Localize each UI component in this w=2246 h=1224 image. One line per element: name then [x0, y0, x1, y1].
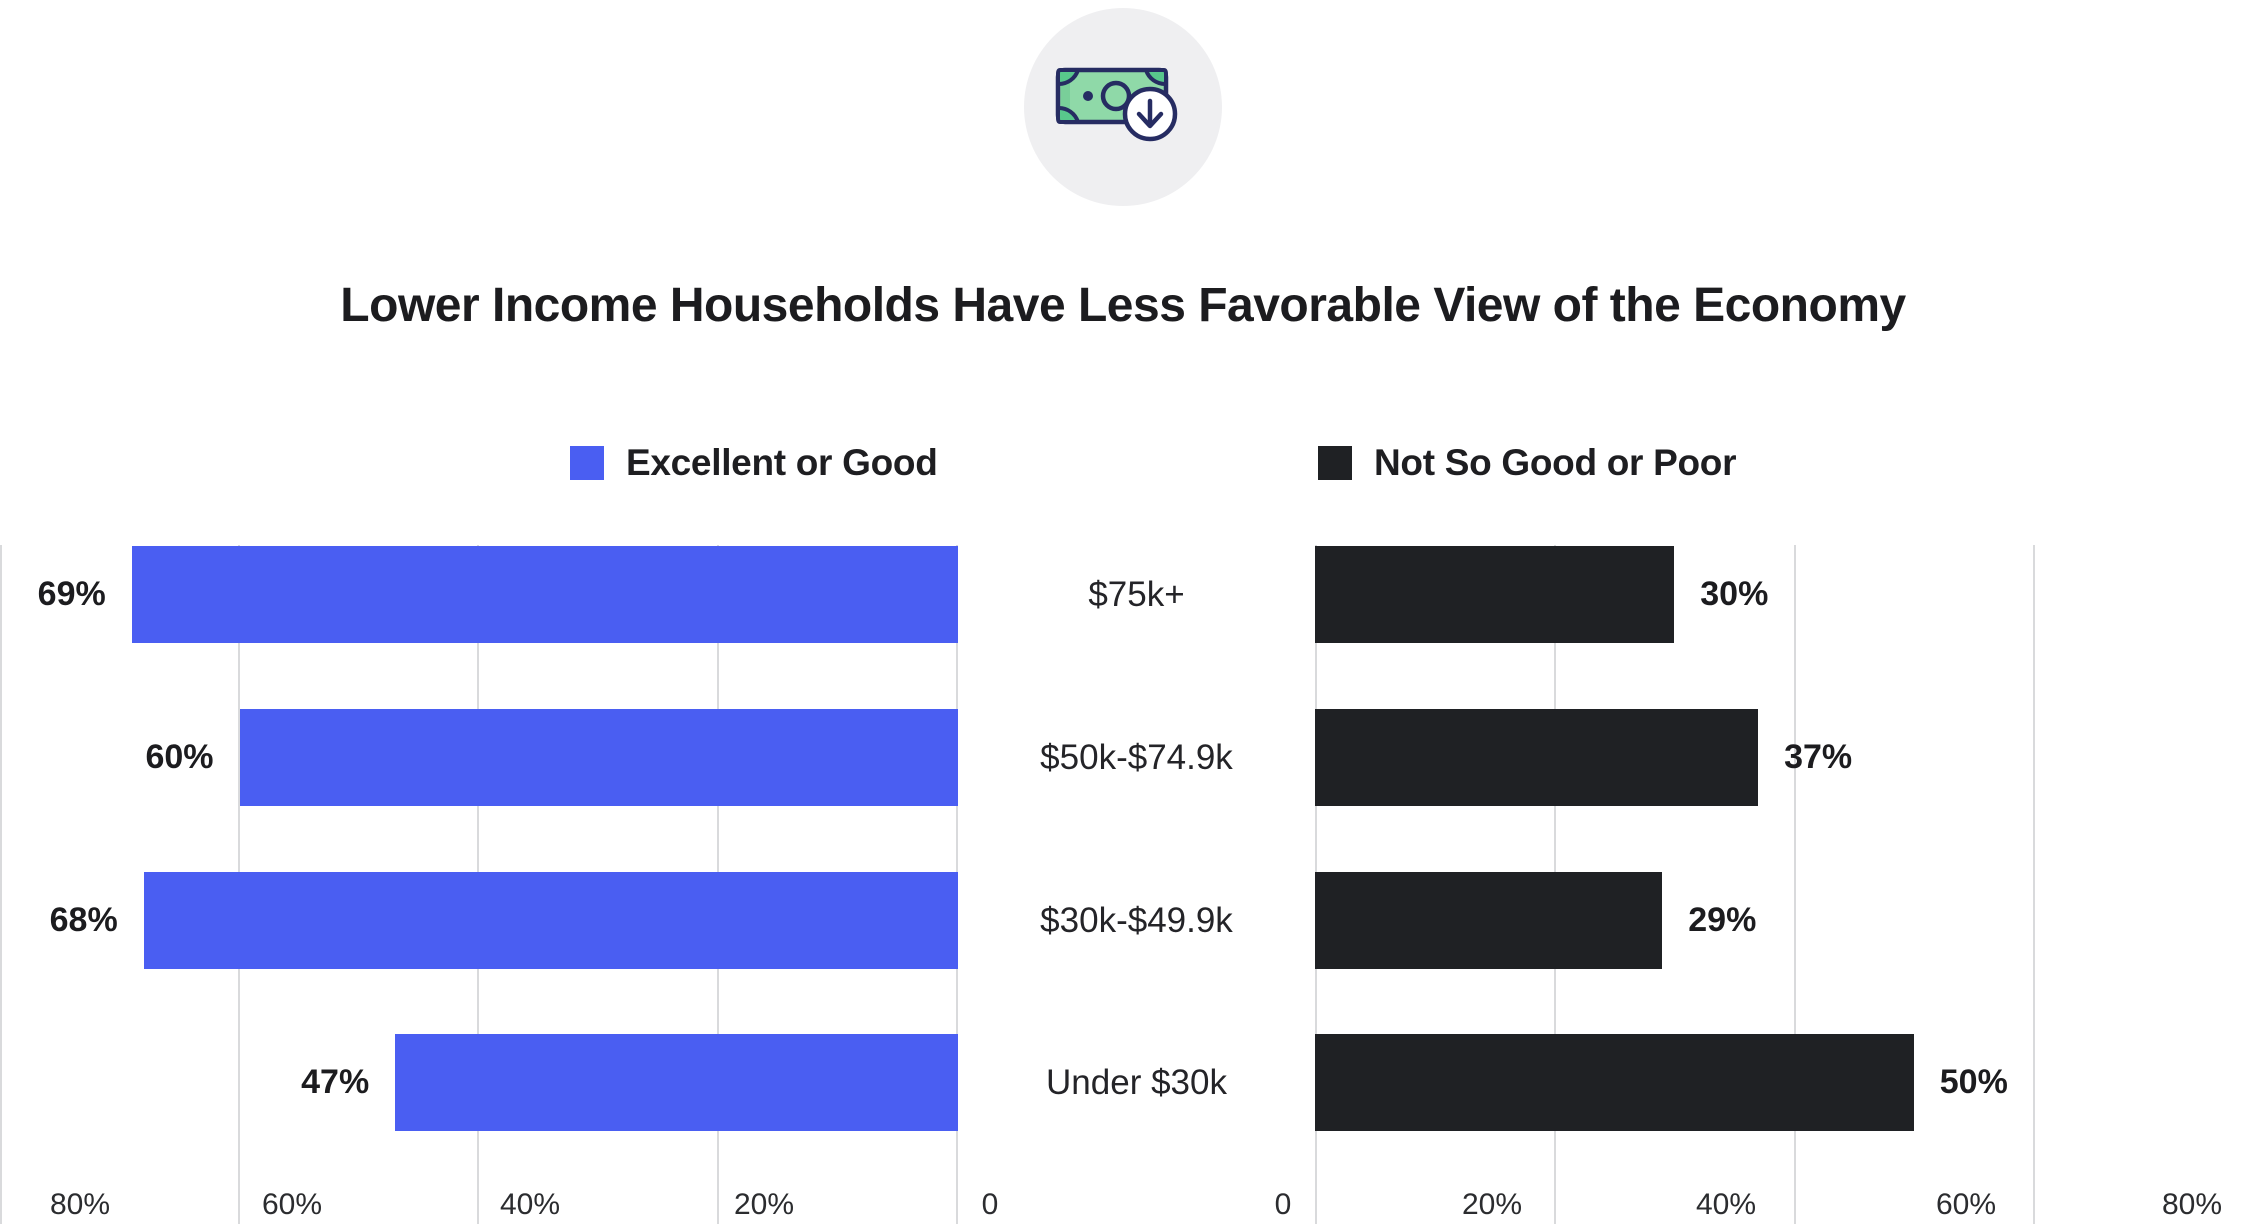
money-icon-badge [1024, 8, 1222, 206]
legend-label-not-so-good-or-poor: Not So Good or Poor [1374, 442, 1737, 483]
left-axis-tick-80: 80% [49, 1188, 111, 1221]
legend-label-excellent-or-good: Excellent or Good [626, 442, 938, 483]
value-label-50k-excellent: 60% [145, 738, 214, 776]
left-axis-tick-60: 60% [261, 1188, 323, 1221]
value-label-under30k-notsogood: 50% [1939, 1063, 2008, 1101]
value-label-under30k-excellent: 47% [301, 1063, 370, 1101]
bar-75k-excellent [131, 546, 958, 643]
left-axis-tick-0: 0 [981, 1188, 999, 1221]
right-axis-tick-0: 0 [1274, 1188, 1292, 1221]
value-label-30k-notsogood: 29% [1688, 901, 1757, 939]
bar-under30k-excellent [395, 1034, 958, 1131]
bar-row: 50% [1315, 1034, 2246, 1131]
legend-excellent-or-good: Excellent or Good [570, 442, 938, 484]
money-bill-download-icon [1055, 67, 1178, 142]
left-axis-tick-20: 20% [733, 1188, 795, 1221]
right-axis-tick-60: 60% [1935, 1188, 1997, 1221]
chart-title: Lower Income Households Have Less Favora… [340, 279, 1906, 332]
gridline-right-40 [1794, 545, 1796, 1224]
left-axis-tick-40: 40% [499, 1188, 561, 1221]
legend-not-so-good-or-poor: Not So Good or Poor [1318, 442, 1737, 484]
bar-under30k-notsogood [1315, 1034, 1914, 1131]
bar-row: 47% [0, 1034, 958, 1131]
value-label-30k-excellent: 68% [49, 901, 118, 939]
legend-swatch-black [1318, 446, 1352, 480]
bar-row: 60% [0, 709, 958, 806]
value-label-75k-notsogood: 30% [1700, 575, 1769, 613]
right-axis-tick-20: 20% [1461, 1188, 1523, 1221]
bar-row: 37% [1315, 709, 2246, 806]
bar-30k-notsogood [1315, 872, 1663, 969]
category-label-50k: $50k-$74.9k [1040, 738, 1233, 777]
left-chart-excellent-or-good: 69% 60% 68% 47% [0, 545, 958, 1224]
bar-row: 30% [1315, 546, 2246, 643]
right-axis-tick-40: 40% [1695, 1188, 1757, 1221]
bar-row: 29% [1315, 872, 2246, 969]
bar-50k-notsogood [1315, 709, 1759, 806]
legend-swatch-blue [570, 446, 604, 480]
category-label-under30k: Under $30k [1046, 1063, 1227, 1102]
right-axis-tick-80: 80% [2161, 1188, 2223, 1221]
value-label-75k-excellent: 69% [37, 575, 106, 613]
right-chart-not-so-good-or-poor: 30% 37% 29% 50% [1315, 545, 2246, 1224]
category-label-30k: $30k-$49.9k [1040, 901, 1233, 940]
bar-50k-excellent [239, 709, 958, 806]
bar-30k-excellent [143, 872, 958, 969]
category-label-75k: $75k+ [1088, 575, 1185, 614]
bar-row: 68% [0, 872, 958, 969]
bar-75k-notsogood [1315, 546, 1675, 643]
gridline-right-60 [2033, 545, 2035, 1224]
bar-row: 69% [0, 546, 958, 643]
gridline-left-80 [0, 545, 2, 1224]
value-label-50k-notsogood: 37% [1784, 738, 1853, 776]
